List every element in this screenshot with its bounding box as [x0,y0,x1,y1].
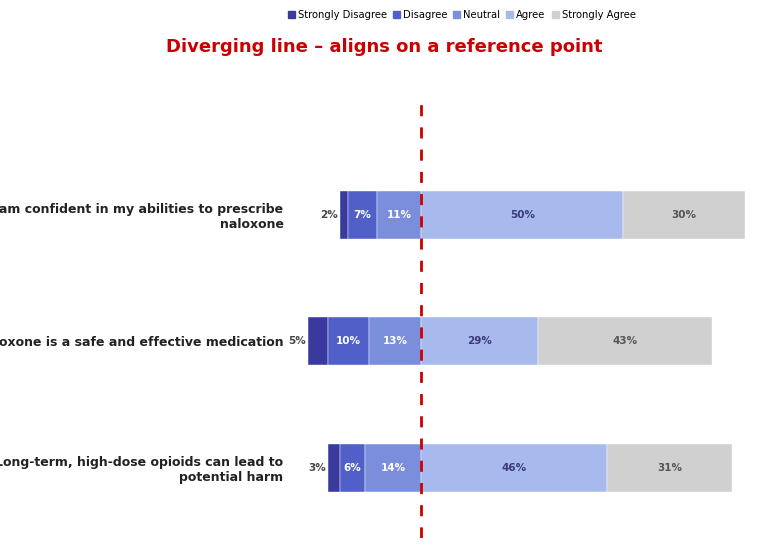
Text: 30%: 30% [671,210,697,220]
Text: 31%: 31% [657,463,682,473]
Text: 7%: 7% [353,210,372,220]
Bar [624,191,744,239]
Bar [421,444,607,492]
Bar [340,191,349,239]
Text: 14%: 14% [380,463,406,473]
Text: 13%: 13% [382,337,407,346]
Bar [538,318,712,366]
Bar [328,444,340,492]
Bar [369,318,421,366]
Bar [421,191,624,239]
Bar [340,444,365,492]
Text: 10%: 10% [336,337,361,346]
Text: Diverging line – aligns on a reference point: Diverging line – aligns on a reference p… [166,38,602,56]
Text: 2%: 2% [320,210,339,220]
Text: 6%: 6% [343,463,362,473]
Bar [607,444,733,492]
Bar [365,444,421,492]
Text: 46%: 46% [502,463,527,473]
Text: 5%: 5% [288,337,306,346]
Bar [377,191,421,239]
Text: 11%: 11% [386,210,412,220]
Bar [421,318,538,366]
Bar [328,318,369,366]
Bar [308,318,328,366]
Bar [349,191,377,239]
Text: 50%: 50% [510,210,535,220]
Legend: Strongly Disagree, Disagree, Neutral, Agree, Strongly Agree: Strongly Disagree, Disagree, Neutral, Ag… [288,10,636,20]
Text: 29%: 29% [468,337,492,346]
Text: 43%: 43% [613,337,638,346]
Text: 3%: 3% [309,463,326,473]
